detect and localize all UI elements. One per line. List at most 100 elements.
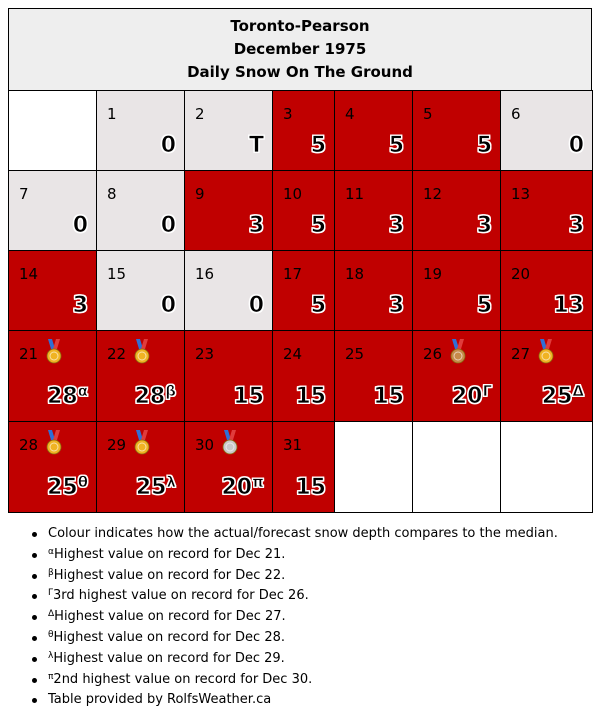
day-number: 19 [423, 265, 443, 283]
snow-depth-value: 0 [160, 213, 176, 239]
snow-depth-value: 25λ [135, 473, 176, 501]
day-number: 17 [283, 265, 303, 283]
snow-depth-value: 15 [373, 384, 404, 410]
snow-depth-value: 0 [72, 213, 88, 239]
footnote-item: Γ3rd highest value on record for Dec 26. [32, 586, 600, 607]
snow-depth-value: 3 [388, 293, 404, 319]
day-cell-25: 25 15 [334, 330, 413, 422]
day-number: 20 [511, 265, 531, 283]
day-number: 22 [107, 345, 127, 363]
record-marker: θ [77, 473, 88, 492]
day-cell-24: 24 15 [272, 330, 335, 422]
day-cell-31: 31 15 [272, 421, 335, 513]
footnote-marker: β [48, 567, 54, 578]
snow-depth-value: T [248, 133, 265, 159]
silver-medal-icon [222, 430, 238, 455]
day-number: 28 [19, 436, 39, 454]
day-number: 29 [107, 436, 127, 454]
footnote-item: π2nd highest value on record for Dec 30. [32, 670, 600, 691]
day-number: 15 [107, 265, 127, 283]
snow-depth-value: 3 [568, 213, 584, 239]
day-number: 5 [423, 105, 433, 123]
footnote-item: αHighest value on record for Dec 21. [32, 545, 600, 566]
record-marker: Γ [482, 382, 492, 401]
day-number: 26 [423, 345, 443, 363]
snow-depth-value: 3 [476, 213, 492, 239]
month-title: December 1975 [233, 40, 367, 58]
snow-depth-value: 3 [388, 213, 404, 239]
day-cell-17: 17 5 [272, 250, 335, 331]
footnote-item: Table provided by RolfsWeather.ca [32, 690, 600, 711]
snow-depth-value: 5 [310, 293, 326, 319]
day-number: 16 [195, 265, 215, 283]
day-cell-10: 10 5 [272, 170, 335, 251]
day-number: 9 [195, 185, 205, 203]
gold-medal-icon [538, 339, 554, 364]
footnote-text: Table provided by RolfsWeather.ca [48, 692, 272, 708]
footnote-text: Highest value on record for Dec 21. [53, 546, 286, 562]
day-number: 23 [195, 345, 215, 363]
day-cell-18: 18 3 [334, 250, 413, 331]
day-cell-29: 29 25λ [96, 421, 185, 513]
footnote-item: θHighest value on record for Dec 28. [32, 628, 600, 649]
record-marker: λ [166, 473, 176, 492]
footnote-marker: α [48, 546, 54, 557]
day-cell-27: 27 25Δ [500, 330, 593, 422]
record-marker: β [165, 382, 177, 401]
day-cell-12: 12 3 [412, 170, 501, 251]
footnote-text: 3rd highest value on record for Dec 26. [53, 588, 309, 604]
table-header: Toronto-Pearson December 1975 Daily Snow… [8, 8, 592, 91]
day-cell-23: 23 15 [184, 330, 273, 422]
snow-depth-value: 5 [310, 133, 326, 159]
day-number: 13 [511, 185, 531, 203]
snow-depth-value: 15 [233, 384, 264, 410]
snow-depth-value: 5 [476, 293, 492, 319]
day-number: 3 [283, 105, 293, 123]
snow-depth-value: 0 [160, 133, 176, 159]
footnote-marker: θ [48, 629, 54, 640]
day-number: 2 [195, 105, 205, 123]
snow-depth-value: 25Δ [541, 382, 584, 410]
day-number: 4 [345, 105, 355, 123]
footnote-item: ΔHighest value on record for Dec 27. [32, 607, 600, 628]
snow-depth-value: 28α [47, 382, 89, 410]
day-cell-30: 30 20π [184, 421, 273, 513]
snow-depth-value: 5 [476, 133, 492, 159]
day-number: 8 [107, 185, 117, 203]
record-marker: α [77, 382, 88, 401]
footnote-text: 2nd highest value on record for Dec 30. [53, 671, 313, 687]
empty-cell [334, 421, 413, 513]
record-marker: π [252, 473, 265, 492]
day-number: 1 [107, 105, 117, 123]
empty-cell [412, 421, 501, 513]
snow-depth-value: 28β [134, 382, 177, 410]
footnote-item: Colour indicates how the actual/forecast… [32, 524, 600, 545]
snow-depth-value: 5 [310, 213, 326, 239]
snow-depth-value: 0 [160, 293, 176, 319]
table-subtitle: Daily Snow On The Ground [187, 63, 413, 81]
day-number: 21 [19, 345, 39, 363]
empty-cell [500, 421, 593, 513]
day-number: 6 [511, 105, 521, 123]
snow-depth-value: 15 [295, 384, 326, 410]
day-cell-11: 11 3 [334, 170, 413, 251]
snow-depth-value: 3 [72, 293, 88, 319]
day-cell-16: 16 0 [184, 250, 273, 331]
footnote-text: Highest value on record for Dec 27. [54, 609, 286, 625]
day-cell-28: 28 25θ [8, 421, 97, 513]
gold-medal-icon [134, 430, 150, 455]
day-number: 31 [283, 436, 303, 454]
snow-depth-value: 0 [568, 133, 584, 159]
day-cell-26: 26 20Γ [412, 330, 501, 422]
station-name: Toronto-Pearson [230, 17, 370, 35]
footnote-marker: λ [48, 650, 54, 661]
calendar-table: Toronto-Pearson December 1975 Daily Snow… [8, 8, 593, 513]
gold-medal-icon [46, 430, 62, 455]
